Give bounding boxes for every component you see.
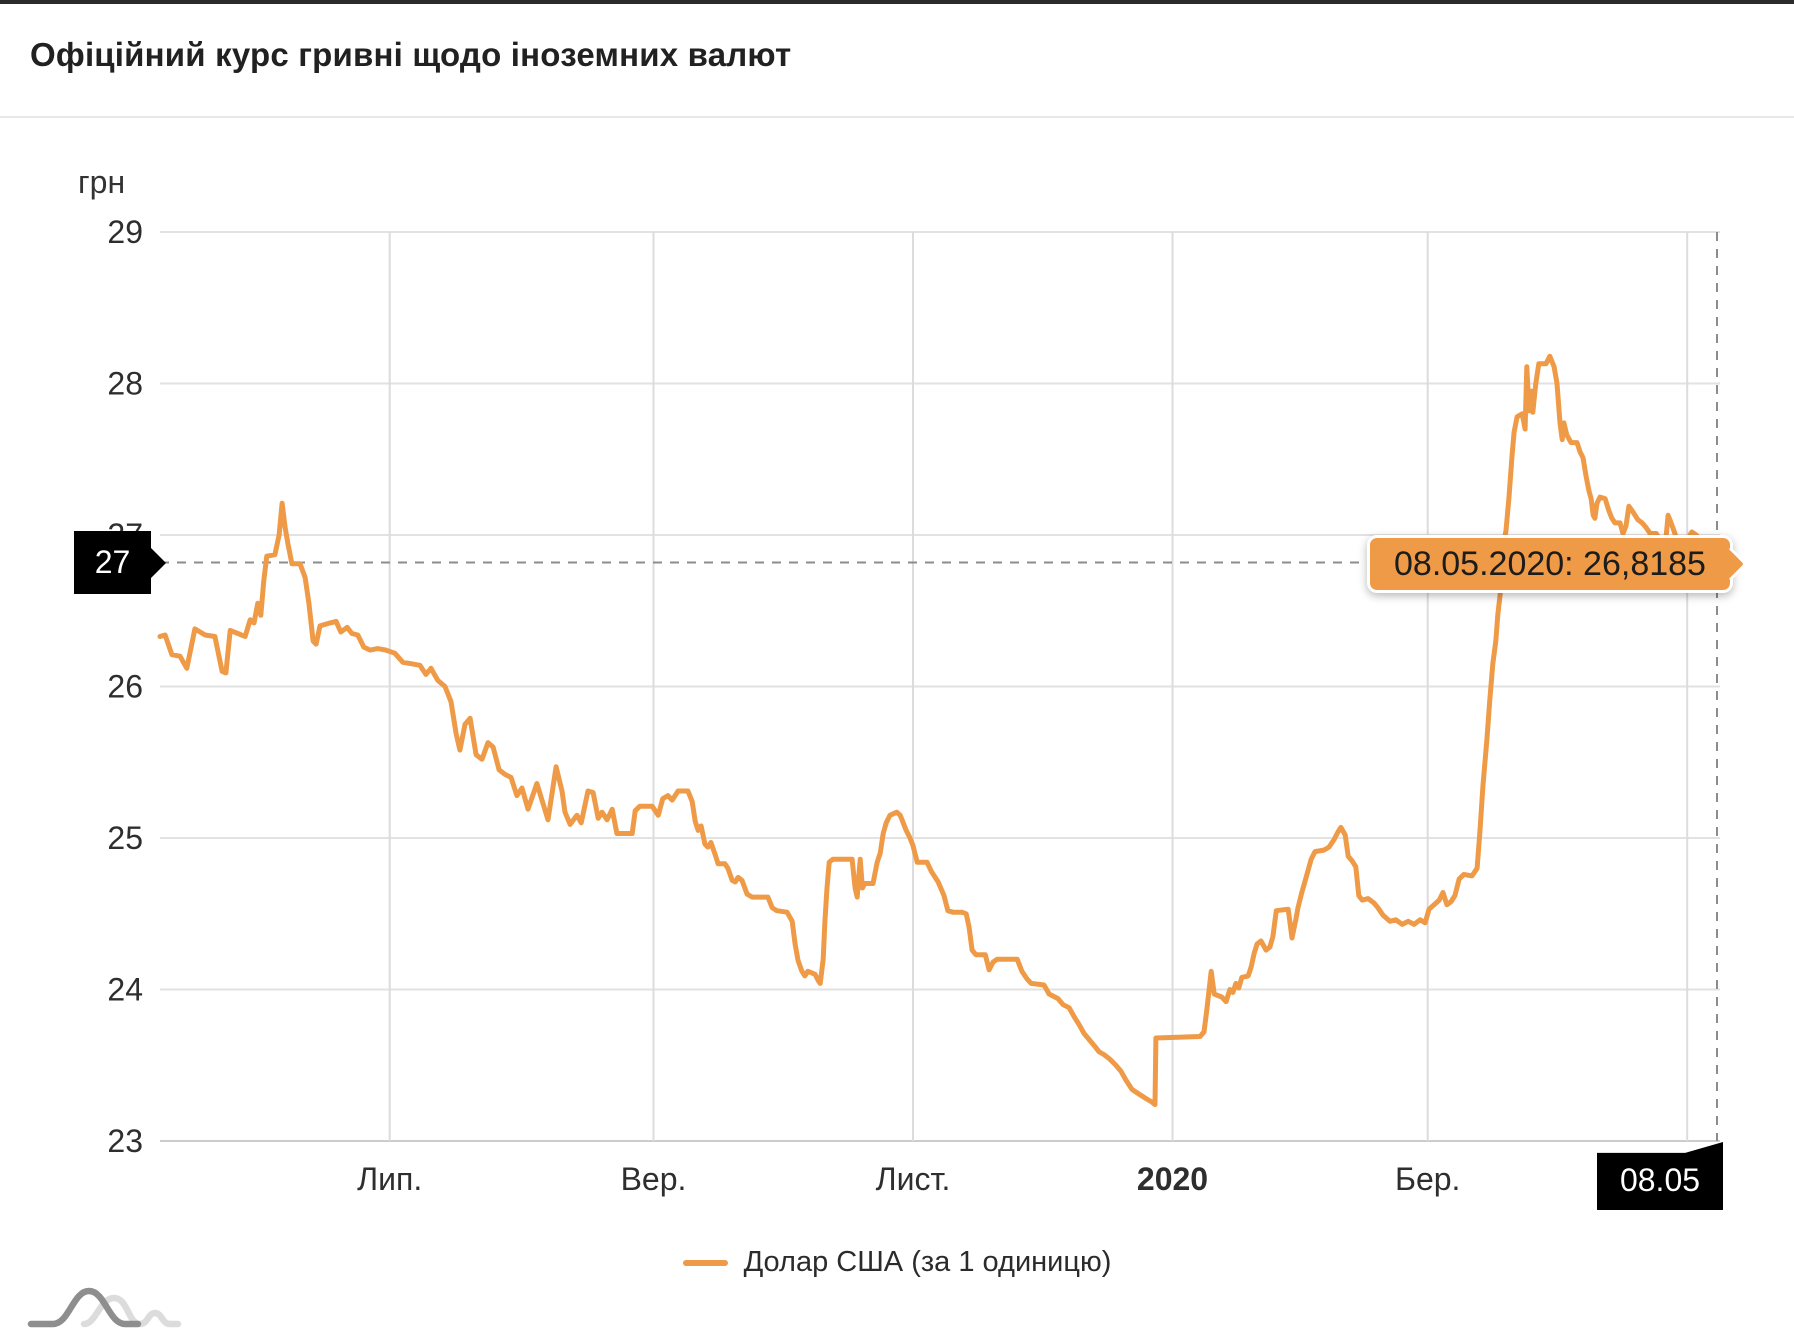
y-tick-label: 28: [107, 366, 143, 402]
x-tick-label: Бер.: [1395, 1161, 1460, 1197]
y-tick-label: 25: [107, 820, 143, 856]
amcharts-logo[interactable]: [26, 1282, 186, 1332]
y-tick-label: 24: [107, 972, 143, 1008]
legend-item-usd[interactable]: Долар США (за 1 одиницю): [743, 1246, 1112, 1278]
page-title: Офіційний курс гривні щодо іноземних вал…: [30, 36, 792, 73]
y-axis-unit-label: грн: [78, 164, 126, 200]
x-tick-label: 2020: [1137, 1161, 1208, 1197]
y-tick-label: 26: [107, 669, 143, 705]
usd-series-line[interactable]: [157, 353, 1720, 1108]
x-tick-label: Лип.: [357, 1161, 422, 1197]
y-tick-label: 23: [107, 1123, 143, 1159]
legend-line-swatch: [682, 1259, 728, 1266]
data-point-tooltip: 08.05.2020: 26,8185: [1367, 535, 1733, 593]
top-accent-bar: [0, 0, 1794, 4]
title-divider: [0, 116, 1794, 118]
legend: Долар США (за 1 одиницю): [0, 1246, 1794, 1279]
x-tick-label: Лист.: [876, 1161, 951, 1197]
x-axis-crosshair-badge: 08.05: [1597, 1142, 1723, 1210]
y-tick-label: 29: [107, 214, 143, 250]
amcharts-logo-dark-wave: [27, 1287, 142, 1328]
amcharts-logo-light-wave: [80, 1294, 182, 1328]
x-tick-label: Вер.: [621, 1161, 687, 1197]
y-axis-crosshair-badge: 27: [74, 531, 151, 594]
